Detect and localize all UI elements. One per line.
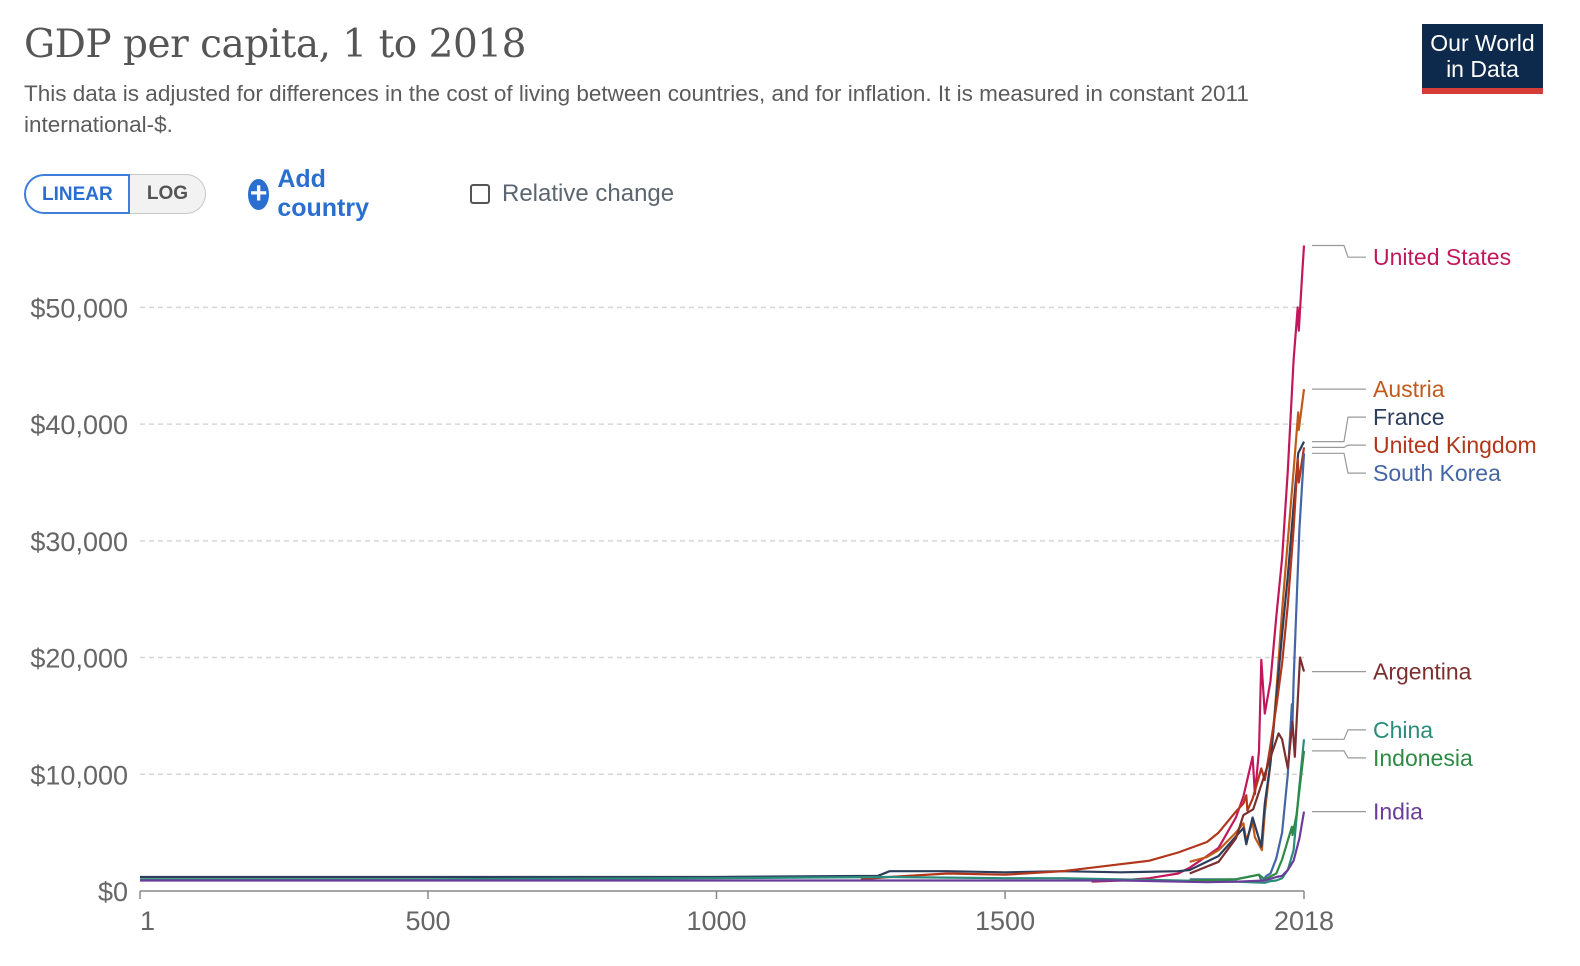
legend-label-south-korea[interactable]: South Korea bbox=[1373, 460, 1501, 486]
chart-subtitle: This data is adjusted for differences in… bbox=[24, 81, 1249, 137]
x-tick-label: 500 bbox=[405, 906, 450, 936]
series-line-china[interactable] bbox=[140, 739, 1306, 884]
series-lines bbox=[140, 245, 1306, 884]
series-line-united-states[interactable] bbox=[1091, 245, 1306, 883]
plus-circle-icon: + bbox=[248, 176, 270, 210]
x-axis: 1 500 1000 1500 2018 bbox=[139, 890, 1334, 936]
legend-label-indonesia[interactable]: Indonesia bbox=[1373, 745, 1473, 771]
chart-title: GDP per capita, 1 to 2018 bbox=[24, 22, 526, 67]
relative-change-checkbox[interactable] bbox=[470, 184, 490, 204]
legend-connector bbox=[1312, 750, 1366, 759]
owid-logo[interactable]: Our World in Data bbox=[1422, 24, 1543, 94]
logo-line-1: Our World bbox=[1430, 30, 1535, 56]
y-axis-ticks: $0 $10,000 $20,000 $30,000 $40,000 $50,000 bbox=[30, 293, 128, 907]
add-country-label: Add country bbox=[277, 165, 370, 222]
legend-connector bbox=[1312, 452, 1366, 474]
legend-label-china[interactable]: China bbox=[1373, 717, 1433, 743]
legend-label-france[interactable]: France bbox=[1373, 404, 1445, 430]
y-tick-label: $50,000 bbox=[30, 293, 128, 323]
x-tick-label: 1000 bbox=[686, 906, 746, 936]
relative-change-toggle[interactable]: Relative change bbox=[470, 174, 674, 214]
legend-connector bbox=[1312, 729, 1366, 740]
y-tick-label: $20,000 bbox=[30, 644, 128, 674]
series-line-france[interactable] bbox=[140, 441, 1305, 879]
series-line-united-kingdom[interactable] bbox=[860, 447, 1306, 881]
x-tick-label: 2018 bbox=[1274, 906, 1334, 936]
linear-scale-button[interactable]: LINEAR bbox=[24, 174, 130, 214]
y-tick-label: $30,000 bbox=[30, 527, 128, 557]
grid-lines bbox=[140, 306, 1304, 776]
x-tick-label: 1 bbox=[140, 906, 155, 936]
legend-connector bbox=[1312, 244, 1366, 258]
relative-change-label: Relative change bbox=[502, 180, 675, 207]
y-tick-label: $40,000 bbox=[30, 410, 128, 440]
x-tick-label: 1500 bbox=[975, 906, 1035, 936]
log-scale-button[interactable]: LOG bbox=[130, 174, 206, 214]
y-tick-label: $10,000 bbox=[30, 760, 128, 790]
legend-connector bbox=[1312, 416, 1366, 443]
add-country-button[interactable]: + Add country bbox=[248, 165, 379, 222]
legend-connector bbox=[1312, 444, 1366, 448]
legend-label-austria[interactable]: Austria bbox=[1373, 376, 1445, 402]
series-line-indonesia[interactable] bbox=[1189, 750, 1306, 882]
series-line-india[interactable] bbox=[140, 811, 1306, 884]
series-line-argentina[interactable] bbox=[1189, 656, 1306, 875]
series-line-south-korea[interactable] bbox=[1189, 453, 1306, 883]
legend-label-united-kingdom[interactable]: United Kingdom bbox=[1373, 432, 1537, 458]
scale-toggle: LINEAR LOG bbox=[24, 174, 206, 214]
logo-line-2: in Data bbox=[1446, 56, 1519, 82]
y-tick-label: $0 bbox=[98, 877, 128, 907]
legend-label-argentina[interactable]: Argentina bbox=[1373, 659, 1472, 685]
legend-label-united-states[interactable]: United States bbox=[1373, 244, 1511, 270]
legend-label-india[interactable]: India bbox=[1373, 799, 1423, 825]
